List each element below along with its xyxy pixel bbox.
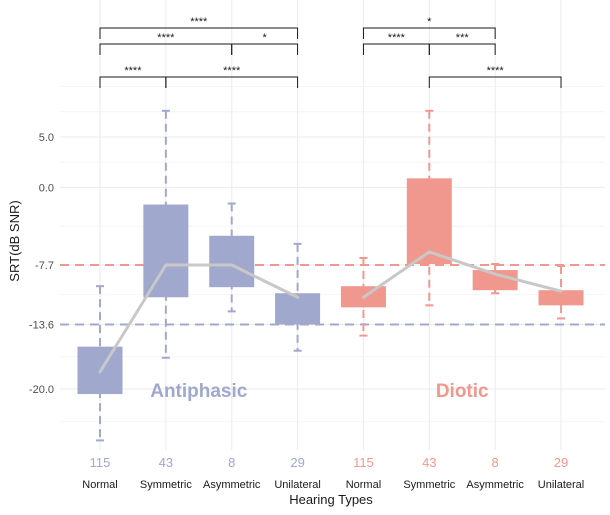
x-category-label: Normal <box>82 479 117 491</box>
significance-label: **** <box>157 32 175 44</box>
grid-lines <box>60 0 605 450</box>
bracket-line <box>362 43 430 55</box>
significance-label: **** <box>124 65 142 77</box>
significance-bracket: **** <box>428 65 562 88</box>
x-count-label: 8 <box>228 455 235 470</box>
y-tick-label: 0.0 <box>39 182 54 194</box>
box-symmetric-diotic <box>406 109 452 307</box>
box-symmetric-antiphasic <box>143 109 189 359</box>
box-iqr <box>406 178 452 265</box>
significance-bracket: * <box>362 16 496 39</box>
x-count-label: 115 <box>353 455 374 470</box>
y-axis-title: SRT(dB SNR) <box>7 200 22 281</box>
y-tick-label: -7.7 <box>35 260 54 272</box>
significance-bracket: **** <box>99 16 299 39</box>
mean-line-antiphasic <box>98 263 300 374</box>
x-count-label: 8 <box>492 455 499 470</box>
significance-label: **** <box>487 65 505 77</box>
x-category-label: Normal <box>346 479 381 491</box>
x-category-label: Unilateral <box>274 479 320 491</box>
bracket-line <box>362 27 496 39</box>
mean-line-diotic <box>361 250 563 299</box>
bracket-line <box>165 76 299 88</box>
significance-bracket: * <box>231 32 299 55</box>
significance-label: * <box>263 32 268 44</box>
x-category-label: Unilateral <box>538 479 584 491</box>
x-count-label: 29 <box>290 455 304 470</box>
bracket-line <box>428 76 562 88</box>
significance-label: **** <box>190 16 208 28</box>
box-iqr <box>209 235 255 288</box>
significance-bracket: **** <box>362 32 430 55</box>
x-count-label: 29 <box>554 455 568 470</box>
box-asymmetric-antiphasic <box>209 202 255 313</box>
x-category-label: Symmetric <box>403 479 455 491</box>
x-count-label: 115 <box>90 455 111 470</box>
y-tick-label: 5.0 <box>39 132 54 144</box>
y-axis: 5.0 0.0 -7.7 -13.6 -20.0 <box>29 132 54 396</box>
box-asymmetric-diotic <box>472 263 518 295</box>
group-label-diotic: Diotic <box>436 381 489 402</box>
mean-lines <box>98 250 563 374</box>
significance-label: * <box>427 16 432 28</box>
significance-bracket: **** <box>165 65 299 88</box>
significance-label: *** <box>456 32 470 44</box>
x-category-label: Asymmetric <box>466 479 524 491</box>
x-axis-title: Hearing Types <box>289 492 373 507</box>
significance-brackets: **** **** ******** * **** ******* * <box>99 16 562 88</box>
significance-label: **** <box>223 65 241 77</box>
x-category-label: Symmetric <box>140 479 192 491</box>
box-iqr <box>538 290 584 306</box>
group-labels: Antiphasic Diotic <box>150 381 489 402</box>
x-count-label: 43 <box>422 455 436 470</box>
box-iqr <box>472 270 518 291</box>
bracket-line <box>428 43 496 55</box>
significance-bracket: *** <box>428 32 496 55</box>
bracket-line <box>231 43 299 55</box>
y-tick-label: -20.0 <box>29 384 54 396</box>
group-label-antiphasic: Antiphasic <box>150 381 248 402</box>
x-category-label: Asymmetric <box>203 479 261 491</box>
y-tick-label: -13.6 <box>29 319 54 331</box>
bracket-line <box>99 27 299 39</box>
box-iqr <box>143 204 189 298</box>
x-count-label: 43 <box>159 455 173 470</box>
significance-bracket: **** <box>99 65 167 88</box>
significance-label: **** <box>388 32 406 44</box>
x-axis: 115 Normal 43 Symmetric 8 Asymmetric 29 Unilate… <box>82 455 584 491</box>
